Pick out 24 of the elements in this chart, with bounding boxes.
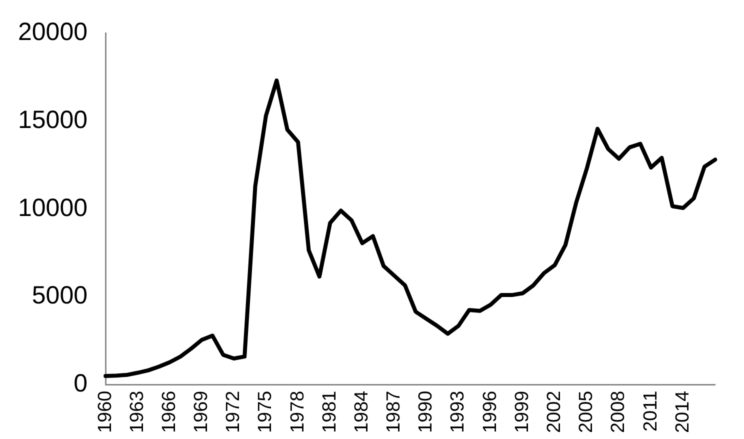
- x-tick-label: 1969: [191, 390, 212, 434]
- x-tick-label: 1978: [287, 390, 308, 434]
- x-tick-label: 1993: [448, 390, 469, 434]
- x-tick-label: 1984: [351, 390, 372, 434]
- x-tick-label: 2002: [544, 390, 565, 434]
- y-tick-label: 10000: [18, 194, 88, 222]
- y-tick-label: 15000: [18, 106, 88, 134]
- y-tick-label: 20000: [18, 18, 88, 46]
- x-tick-label: 1972: [223, 390, 244, 434]
- x-tick-label: 1990: [416, 390, 437, 434]
- x-tick-label: 2008: [608, 390, 630, 434]
- x-tick-label: 1975: [255, 390, 276, 434]
- x-tick-label: 1966: [158, 390, 180, 434]
- x-tick-label: 1981: [319, 390, 340, 434]
- y-tick-label: 5000: [32, 282, 88, 310]
- x-tick-label: 1999: [512, 390, 533, 434]
- x-tick-label: 1987: [384, 390, 405, 434]
- x-tick-label: 2011: [640, 390, 662, 432]
- x-tick-label: 2005: [576, 390, 598, 434]
- x-tick-label: 1963: [126, 390, 148, 434]
- x-tick-label: 1996: [480, 390, 501, 434]
- y-tick-label: 0: [74, 370, 88, 398]
- x-tick-label: 1960: [94, 390, 116, 434]
- x-tick-label: 2014: [672, 390, 694, 434]
